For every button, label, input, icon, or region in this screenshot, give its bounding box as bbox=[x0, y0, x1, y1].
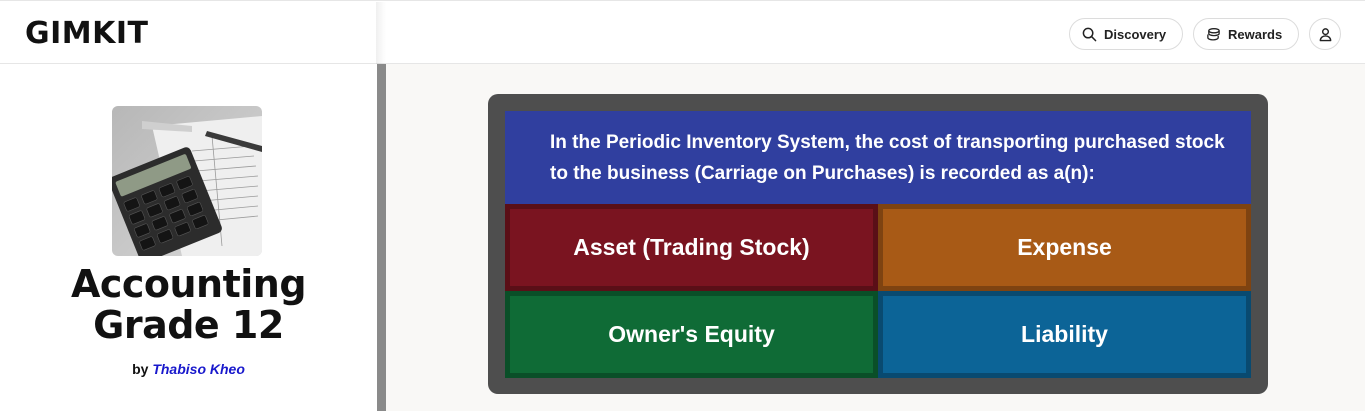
user-icon bbox=[1319, 27, 1331, 41]
calculator-illustration bbox=[112, 106, 262, 256]
kit-title-line2: Grade 12 bbox=[93, 303, 284, 347]
answer-label: Asset (Trading Stock) bbox=[573, 234, 810, 260]
question-card: In the Periodic Inventory System, the co… bbox=[488, 94, 1268, 394]
coins-icon bbox=[1207, 27, 1220, 41]
kit-title-line1: Accounting bbox=[70, 262, 307, 306]
profile-button[interactable] bbox=[1309, 18, 1341, 50]
question-text: In the Periodic Inventory System, the co… bbox=[505, 111, 1251, 204]
top-header: GIMKIT Discovery Rewards bbox=[0, 0, 1365, 64]
header-divider-shadow bbox=[376, 2, 386, 64]
gimkit-logo[interactable]: GIMKIT bbox=[25, 16, 149, 51]
discovery-label: Discovery bbox=[1104, 26, 1167, 42]
answer-option-2[interactable]: Expense bbox=[878, 204, 1251, 291]
search-icon bbox=[1082, 27, 1097, 41]
answer-label: Expense bbox=[1017, 234, 1112, 260]
rewards-label: Rewards bbox=[1228, 26, 1283, 42]
by-label: by bbox=[132, 361, 149, 377]
discovery-button[interactable]: Discovery bbox=[1069, 18, 1183, 50]
answer-option-3[interactable]: Owner's Equity bbox=[505, 291, 878, 378]
answer-label: Liability bbox=[1021, 321, 1108, 347]
rewards-button[interactable]: Rewards bbox=[1193, 18, 1299, 50]
kit-cover-image bbox=[112, 106, 262, 256]
question-area: In the Periodic Inventory System, the co… bbox=[386, 64, 1365, 411]
answer-option-1[interactable]: Asset (Trading Stock) bbox=[505, 204, 878, 291]
author-link[interactable]: Thabiso Kheo bbox=[152, 361, 245, 377]
answer-label: Owner's Equity bbox=[608, 321, 775, 347]
kit-info-panel: Accounting Grade 12 by Thabiso Kheo bbox=[0, 64, 377, 411]
kit-byline: by Thabiso Kheo bbox=[0, 361, 377, 377]
panel-scrollbar[interactable] bbox=[377, 64, 386, 411]
kit-title: Accounting Grade 12 bbox=[0, 264, 377, 346]
answer-option-4[interactable]: Liability bbox=[878, 291, 1251, 378]
